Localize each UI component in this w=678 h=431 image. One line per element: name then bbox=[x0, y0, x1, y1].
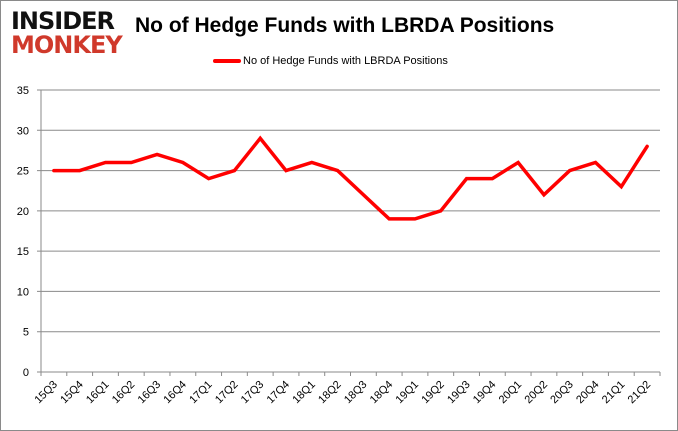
y-tick-label: 5 bbox=[23, 327, 29, 339]
x-tick-label: 19Q3 bbox=[445, 379, 473, 407]
x-tick-label: 16Q2 bbox=[110, 379, 138, 407]
x-tick-label: 20Q3 bbox=[548, 379, 576, 407]
y-tick-label: 10 bbox=[17, 286, 29, 298]
x-tick-label: 17Q4 bbox=[265, 379, 293, 407]
x-tick-label: 20Q1 bbox=[497, 379, 525, 407]
x-tick-label: 18Q4 bbox=[368, 379, 396, 407]
x-tick-label: 18Q2 bbox=[316, 379, 344, 407]
legend-swatch bbox=[213, 59, 241, 63]
x-tick-label: 16Q4 bbox=[161, 379, 189, 407]
legend: No of Hedge Funds with LBRDA Positions bbox=[213, 55, 448, 67]
x-tick-label: 17Q3 bbox=[239, 379, 267, 407]
x-tick-label: 18Q1 bbox=[290, 379, 318, 407]
x-tick-label: 21Q2 bbox=[626, 379, 654, 407]
chart-title: No of Hedge Funds with LBRDA Positions bbox=[135, 14, 555, 37]
insider-monkey-logo: INSIDER MONKEY bbox=[11, 9, 126, 57]
x-tick-label: 17Q2 bbox=[213, 379, 241, 407]
x-tick-label: 19Q4 bbox=[471, 379, 499, 407]
x-tick-label: 19Q1 bbox=[394, 379, 422, 407]
x-tick-label: 20Q2 bbox=[523, 379, 551, 407]
x-tick-label: 20Q4 bbox=[574, 379, 602, 407]
y-tick-label: 25 bbox=[17, 166, 29, 178]
x-tick-label: 18Q3 bbox=[342, 379, 370, 407]
x-tick-label: 15Q3 bbox=[32, 379, 60, 407]
logo-line-1: INSIDER bbox=[11, 7, 115, 35]
y-tick-label: 20 bbox=[17, 206, 29, 218]
y-tick-label: 0 bbox=[23, 367, 29, 379]
x-tick-label: 15Q4 bbox=[58, 379, 86, 407]
x-tick-label: 19Q2 bbox=[419, 379, 447, 407]
x-tick-label: 17Q1 bbox=[187, 379, 215, 407]
x-tick-label: 16Q1 bbox=[84, 379, 112, 407]
legend-label: No of Hedge Funds with LBRDA Positions bbox=[243, 55, 448, 67]
y-tick-label: 35 bbox=[17, 85, 29, 97]
series-line bbox=[52, 135, 649, 221]
y-tick-label: 30 bbox=[17, 125, 29, 137]
x-tick-label: 16Q3 bbox=[136, 379, 164, 407]
x-tick-label: 21Q1 bbox=[600, 379, 628, 407]
y-tick-label: 15 bbox=[17, 246, 29, 258]
logo-line-2: MONKEY bbox=[11, 31, 123, 59]
